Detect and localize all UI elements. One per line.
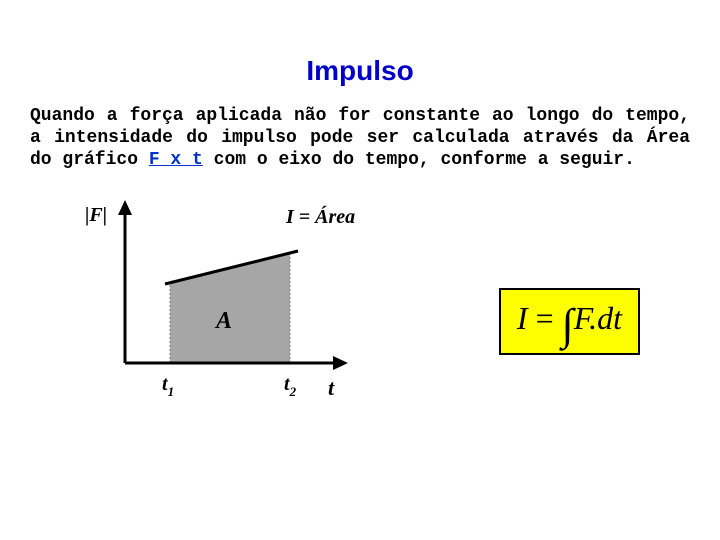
integral-sign: ∫ — [562, 310, 574, 341]
paragraph-post: com o eixo do tempo, conforme a seguir. — [203, 150, 635, 170]
page: Impulso Quando a força aplicada não for … — [0, 0, 720, 540]
y-axis-label: |F| — [85, 204, 107, 226]
x-axis-arrowhead — [333, 356, 348, 370]
i-area-label: I = Área — [285, 205, 355, 228]
fxt-underline: F x t — [149, 150, 203, 170]
content-row: |F| A I = Área t1 t2 t I = ∫F.dt — [30, 193, 690, 443]
formula-lhs: I — [517, 300, 528, 336]
formula-integrand: F.dt — [574, 300, 622, 336]
page-title: Impulso — [30, 55, 690, 87]
description-paragraph: Quando a força aplicada não for constant… — [30, 105, 690, 171]
x-axis-label: t — [328, 375, 335, 400]
impulse-graph: |F| A I = Área t1 t2 t — [40, 193, 380, 418]
graph-svg: |F| A I = Área t1 t2 t — [40, 193, 380, 413]
y-axis-arrowhead — [118, 200, 132, 215]
impulse-formula: I = ∫F.dt — [499, 288, 640, 355]
area-label: A — [214, 308, 232, 334]
formula-eq: = — [528, 300, 562, 336]
t2-label: t2 — [284, 373, 297, 399]
t1-label: t1 — [162, 373, 174, 399]
